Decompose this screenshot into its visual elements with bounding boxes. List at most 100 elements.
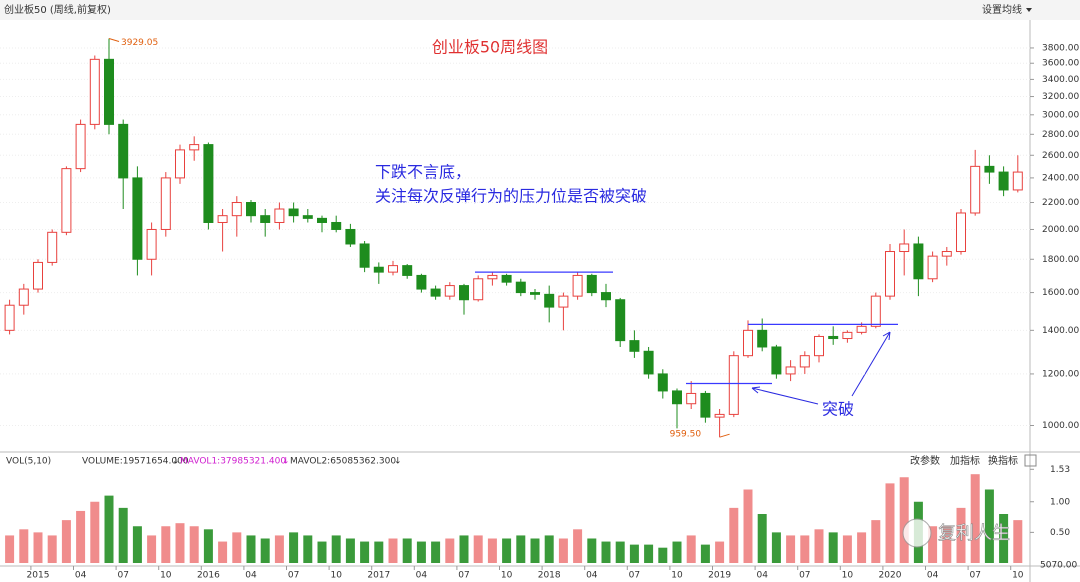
vol-value: VOLUME:19571654.000 (82, 457, 189, 467)
annotation: 下跌不言底， (375, 163, 471, 182)
candle-body (842, 331, 853, 340)
close-button[interactable] (1024, 454, 1037, 467)
volume-bar (573, 529, 583, 563)
x-tick-label: 04 (245, 571, 257, 581)
panel-button[interactable]: 改参数 (910, 454, 940, 467)
volume-bar (19, 529, 29, 563)
vol-tick-label: 1.00 (1050, 497, 1070, 507)
volume-bar (857, 532, 867, 563)
x-tick-label: 07 (629, 571, 640, 581)
candle-body (771, 346, 782, 375)
vol-name: VOL(5,10) (6, 457, 51, 467)
y-tick-label: 3400.00 (1042, 75, 1079, 85)
x-tick-label: 07 (117, 571, 128, 581)
volume-bar (374, 541, 384, 563)
top-bar (0, 0, 1080, 20)
candle-body (643, 350, 654, 375)
watermark-icon (902, 518, 932, 548)
volume-bar (899, 477, 909, 563)
candle-body (1012, 171, 1023, 191)
candle-body (373, 266, 384, 273)
candle-body (444, 285, 455, 297)
candle-body (757, 329, 768, 348)
candle-body (870, 295, 881, 327)
volume-bar (104, 495, 114, 563)
candle-body (160, 177, 171, 230)
candle-body (47, 231, 58, 263)
volume-bar (757, 514, 767, 563)
volume-bar (558, 538, 568, 563)
volume-bar (672, 541, 682, 563)
y-tick-label: 3200.00 (1042, 92, 1079, 102)
volume-bar (658, 547, 668, 563)
ma-menu[interactable]: 设置均线 (982, 3, 1022, 16)
y-tick-label: 2200.00 (1042, 198, 1079, 208)
volume-bar (530, 538, 540, 563)
volume-bar (999, 514, 1009, 563)
candle-body (714, 413, 725, 418)
vol-tick-label: 0.50 (1050, 528, 1070, 538)
volume-bar (189, 526, 199, 563)
candle-body (700, 392, 711, 418)
annotation: 关注每次反弹行为的压力位是否被突破 (375, 187, 647, 206)
candle-body (856, 325, 867, 333)
volume-bar (615, 541, 625, 563)
volume-bar (132, 526, 142, 563)
y-tick-label: 1200.00 (1042, 369, 1079, 379)
candle-body (941, 251, 952, 257)
x-tick-label: 2020 (879, 571, 902, 581)
vol-tick-label: 1.53 (1050, 465, 1070, 475)
volume-bar (729, 507, 739, 563)
volume-bar (203, 529, 213, 563)
candle-body (501, 274, 512, 283)
volume-bar (814, 529, 824, 563)
volume-bar (416, 541, 426, 563)
volume-bar (473, 535, 483, 563)
panel-button[interactable]: 换指标 (988, 454, 1018, 467)
candle-body (203, 144, 214, 223)
min-marker (719, 433, 730, 438)
candle-body (558, 295, 569, 308)
volume-bar (970, 474, 980, 563)
candle-body (175, 149, 185, 179)
volume-bar (331, 535, 341, 563)
x-tick-label: 2019 (708, 571, 731, 581)
volume-bar (260, 538, 270, 563)
candle-body (288, 208, 299, 217)
volume-bar (118, 507, 128, 563)
candle-body (231, 202, 242, 217)
volume-bar (61, 520, 71, 563)
x-tick-label: 04 (927, 571, 939, 581)
candle-body (586, 274, 597, 294)
candle-body (515, 281, 526, 294)
x-tick-label: 10 (1012, 571, 1024, 581)
volume-bar (516, 535, 526, 563)
candle-body (984, 165, 995, 173)
watermark: 复利人生 (938, 523, 1010, 544)
volume-bar (601, 541, 611, 563)
candle-body (487, 274, 498, 280)
volume-bar (431, 541, 441, 563)
candle-body (913, 243, 924, 280)
volume-bar (388, 538, 398, 563)
x-tick-label: 07 (288, 571, 299, 581)
candle-body (785, 366, 796, 375)
annotation: 突破 (822, 400, 854, 419)
x-tick-label: 04 (756, 571, 768, 581)
vol-bottom-label: 5070.00 (1040, 561, 1077, 571)
volume-bar (47, 535, 57, 563)
candle-body (33, 261, 43, 290)
volume-bar (487, 538, 497, 563)
panel-button[interactable]: 加指标 (950, 454, 980, 467)
candle-body (601, 292, 611, 301)
volume-bar (90, 501, 100, 563)
volume-bar (984, 489, 994, 563)
candle-body (899, 243, 910, 253)
candle-body (799, 355, 810, 368)
y-tick-label: 1600.00 (1042, 288, 1079, 298)
candle-body (345, 228, 356, 245)
volume-bar (289, 532, 299, 563)
x-tick-label: 04 (75, 571, 87, 581)
volume-bar (956, 507, 966, 563)
